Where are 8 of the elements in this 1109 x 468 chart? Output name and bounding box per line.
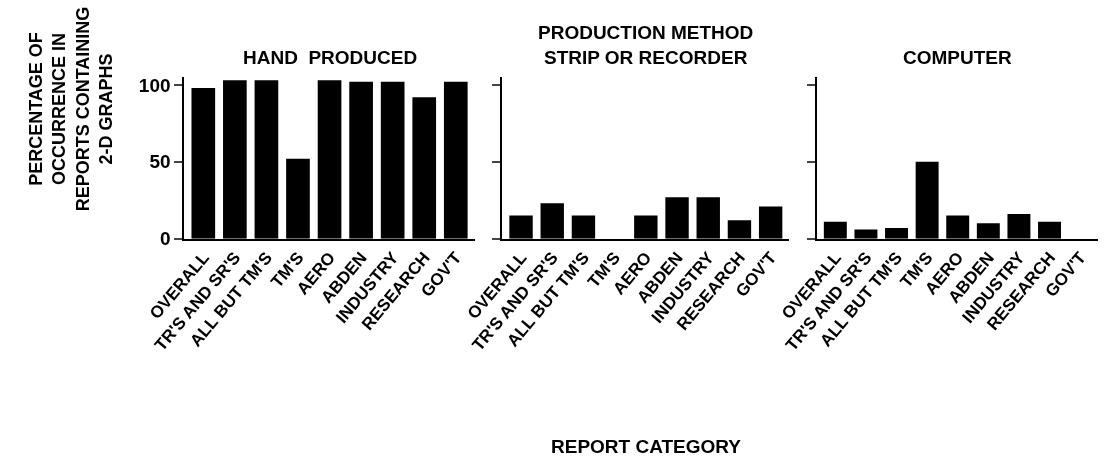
y-tick-label: 0 <box>159 228 171 250</box>
y-tick-label: 50 <box>149 151 171 173</box>
y-axis-title: PERCENTAGE OF OCCURRENCE IN REPORTS CONTAINING 2-D GRAPHS <box>25 6 117 212</box>
chart-title: PRODUCTION METHOD STRIP OR RECORDER <box>538 22 754 68</box>
chart-title: HAND PRODUCED <box>243 47 418 68</box>
chart-title: COMPUTER <box>903 47 1012 68</box>
y-tick-label: 100 <box>138 74 171 96</box>
x-axis-title: REPORT CATEGORY <box>551 436 742 457</box>
